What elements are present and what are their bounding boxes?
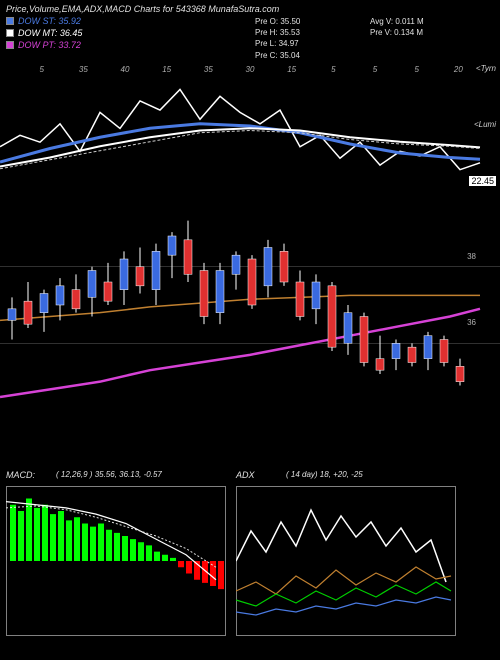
svg-text:40: 40 [121, 65, 130, 74]
price-label-36: 36 [467, 318, 476, 327]
svg-text:30: 30 [246, 65, 255, 74]
svg-text:5: 5 [331, 65, 336, 74]
adx-svg [236, 486, 456, 636]
svg-text:35: 35 [79, 65, 88, 74]
macd-panel: MACD: ( 12,26,9 ) 35.56, 36.13, -0.57 [6, 470, 226, 650]
value-tag: 22.45 [469, 176, 496, 186]
legend-pt-label: DOW PT: 33.72 [18, 40, 81, 50]
axis-hint-mid: <Lumi [474, 120, 496, 129]
svg-text:35: 35 [204, 65, 213, 74]
vol-stats: Avg V: 0.011 M Pre V: 0.134 M [370, 16, 424, 38]
svg-text:15: 15 [287, 65, 296, 74]
macd-label: MACD: [6, 470, 35, 480]
swatch-st [6, 17, 14, 25]
legend-st-label: DOW ST: 35.92 [18, 16, 81, 26]
adx-panel: ADX ( 14 day) 18, +20, -25 [236, 470, 456, 650]
legend-mt-label: DOW MT: 36.45 [18, 28, 82, 38]
stat-prev: Pre V: 0.134 M [370, 27, 424, 38]
svg-text:5: 5 [373, 65, 378, 74]
axis-hint-top: <Tyrn [476, 64, 496, 73]
legend-pt: DOW PT: 33.72 [6, 40, 494, 50]
macd-values: ( 12,26,9 ) 35.56, 36.13, -0.57 [56, 470, 162, 479]
svg-text:5: 5 [414, 65, 419, 74]
adx-values: ( 14 day) 18, +20, -25 [286, 470, 363, 479]
stat-h: Pre H: 35.53 [255, 27, 300, 38]
swatch-mt [6, 29, 14, 37]
svg-text:20: 20 [453, 65, 463, 74]
stat-o: Pre O: 35.50 [255, 16, 300, 27]
adx-label: ADX [236, 470, 255, 480]
price-label-38: 38 [467, 252, 476, 261]
main-chart: 535401535301555520 <Tyrn <Lumi 22.45 38 … [0, 60, 500, 420]
ohlc-stats: Pre O: 35.50 Pre H: 35.53 Pre L: 34.97 P… [255, 16, 300, 61]
macd-svg [6, 486, 226, 636]
stat-l: Pre L: 34.97 [255, 38, 300, 49]
chart-title: Price,Volume,EMA,ADX,MACD Charts for 543… [6, 4, 494, 14]
indicator-row: MACD: ( 12,26,9 ) 35.56, 36.13, -0.57 AD… [6, 470, 494, 650]
stat-avgv: Avg V: 0.011 M [370, 16, 424, 27]
svg-text:15: 15 [162, 65, 171, 74]
svg-text:5: 5 [39, 65, 44, 74]
swatch-pt [6, 41, 14, 49]
main-chart-svg: 5 35 40 15 35 30 15 5 5 5 20 [0, 60, 500, 420]
